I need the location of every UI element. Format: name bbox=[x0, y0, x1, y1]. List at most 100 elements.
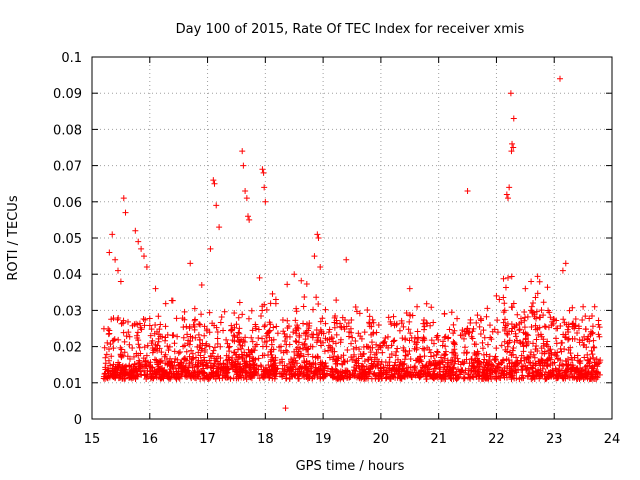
data-point bbox=[250, 355, 257, 362]
data-point bbox=[388, 321, 395, 328]
data-point bbox=[134, 329, 141, 336]
data-point bbox=[135, 238, 142, 245]
data-point bbox=[353, 308, 360, 315]
data-point bbox=[402, 352, 409, 359]
data-point bbox=[366, 313, 373, 320]
data-point bbox=[267, 300, 274, 307]
data-point bbox=[584, 357, 591, 364]
data-point bbox=[403, 310, 410, 317]
data-point bbox=[175, 350, 182, 357]
data-point bbox=[530, 351, 537, 358]
data-point bbox=[109, 231, 116, 238]
data-point bbox=[496, 367, 503, 374]
data-point bbox=[493, 375, 500, 382]
data-point bbox=[566, 307, 573, 314]
data-point bbox=[519, 372, 526, 379]
data-point bbox=[537, 362, 544, 369]
data-point bbox=[344, 346, 351, 353]
data-point bbox=[309, 375, 316, 382]
data-point bbox=[337, 339, 344, 346]
data-point bbox=[534, 290, 541, 297]
data-point bbox=[300, 330, 307, 337]
data-point bbox=[336, 374, 343, 381]
data-point bbox=[520, 329, 527, 336]
data-point bbox=[147, 375, 154, 382]
y-tick-label: 0.01 bbox=[53, 377, 82, 392]
data-point bbox=[313, 294, 320, 301]
data-point bbox=[532, 322, 539, 329]
data-point bbox=[529, 308, 536, 315]
data-point bbox=[311, 253, 318, 260]
data-point bbox=[513, 333, 520, 340]
data-point bbox=[427, 349, 434, 356]
data-point bbox=[264, 369, 271, 376]
data-point bbox=[323, 370, 330, 377]
data-point bbox=[120, 329, 127, 336]
data-point bbox=[126, 341, 133, 348]
data-point bbox=[262, 198, 269, 205]
data-point bbox=[208, 353, 215, 360]
data-point bbox=[527, 353, 534, 360]
data-point bbox=[166, 343, 173, 350]
data-point bbox=[143, 352, 150, 359]
data-point bbox=[365, 356, 372, 363]
data-point bbox=[460, 335, 467, 342]
data-point bbox=[259, 166, 266, 173]
data-point bbox=[333, 331, 340, 338]
data-point bbox=[168, 297, 175, 304]
data-point bbox=[246, 353, 253, 360]
data-point bbox=[194, 368, 201, 375]
data-point bbox=[591, 344, 598, 351]
data-point bbox=[333, 297, 340, 304]
data-point bbox=[180, 363, 187, 370]
data-point bbox=[101, 344, 108, 351]
data-point bbox=[459, 367, 466, 374]
data-point bbox=[377, 344, 384, 351]
data-point bbox=[205, 374, 212, 381]
data-point bbox=[529, 368, 536, 375]
data-point bbox=[530, 340, 537, 347]
data-point bbox=[434, 349, 441, 356]
data-point bbox=[407, 369, 414, 376]
data-point bbox=[299, 364, 306, 371]
data-point bbox=[191, 317, 198, 324]
data-point bbox=[596, 333, 603, 340]
data-point bbox=[259, 307, 266, 314]
data-point bbox=[368, 323, 375, 330]
data-point bbox=[294, 351, 301, 358]
data-point bbox=[508, 359, 515, 366]
data-point bbox=[235, 337, 242, 344]
data-point bbox=[394, 367, 401, 374]
data-point bbox=[182, 373, 189, 380]
data-point bbox=[243, 376, 250, 383]
data-point bbox=[162, 371, 169, 378]
data-point bbox=[351, 364, 358, 371]
data-point bbox=[247, 363, 254, 370]
data-point bbox=[120, 195, 127, 202]
data-point bbox=[486, 362, 493, 369]
data-point bbox=[115, 267, 121, 274]
data-point bbox=[315, 300, 322, 307]
data-point bbox=[552, 335, 559, 342]
data-point bbox=[562, 260, 569, 267]
data-point bbox=[421, 346, 428, 353]
data-point bbox=[351, 371, 358, 378]
data-point bbox=[524, 354, 531, 361]
data-point bbox=[138, 326, 145, 333]
data-point bbox=[553, 375, 560, 382]
data-point bbox=[557, 357, 564, 364]
data-point bbox=[157, 321, 164, 328]
data-point bbox=[260, 366, 267, 373]
data-point bbox=[332, 360, 339, 367]
data-point bbox=[343, 256, 350, 263]
data-point bbox=[266, 319, 273, 326]
data-point bbox=[162, 300, 169, 307]
data-point bbox=[493, 345, 500, 352]
data-point bbox=[218, 314, 225, 321]
data-point bbox=[486, 370, 493, 377]
data-point bbox=[561, 333, 568, 340]
data-point bbox=[261, 301, 268, 308]
data-point bbox=[502, 346, 509, 353]
data-point bbox=[373, 341, 380, 348]
data-point bbox=[301, 359, 308, 366]
